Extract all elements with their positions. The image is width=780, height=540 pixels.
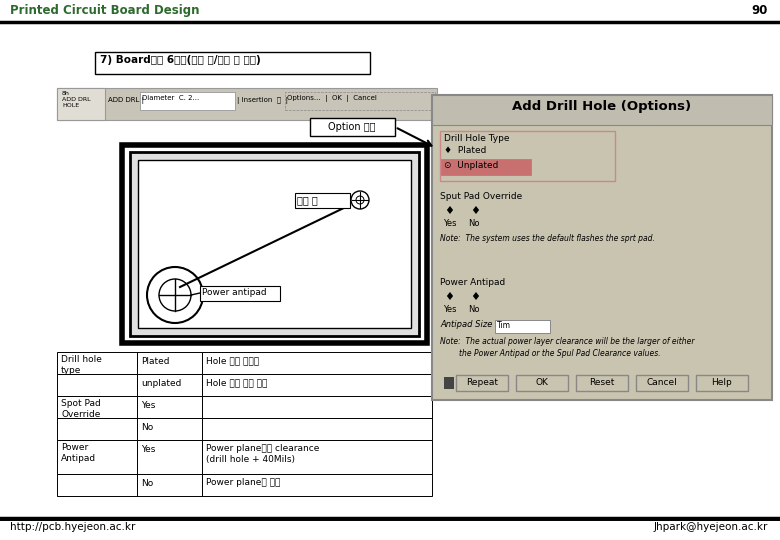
- Bar: [432, 95, 772, 125]
- Text: Add Drill Hole (Options): Add Drill Hole (Options): [512, 100, 692, 113]
- Text: Hole 내벽 도금 안함: Hole 내벽 도금 안함: [206, 378, 268, 387]
- Bar: [200, 286, 280, 301]
- Text: Note:  The actual power layer clearance will be the larger of either
        the: Note: The actual power layer clearance w…: [440, 337, 694, 358]
- Text: ♦: ♦: [444, 292, 454, 302]
- Bar: [137, 474, 202, 496]
- Bar: [202, 352, 432, 374]
- Text: Drill hole
type: Drill hole type: [61, 355, 102, 375]
- Bar: [440, 131, 615, 181]
- Text: Repeat: Repeat: [466, 378, 498, 387]
- Text: Power
Antipad: Power Antipad: [61, 443, 96, 463]
- Bar: [57, 418, 137, 440]
- Bar: [137, 352, 202, 374]
- Text: Options...  |  OK  |  Cancel: Options... | OK | Cancel: [287, 95, 377, 102]
- Circle shape: [351, 191, 369, 209]
- Bar: [137, 440, 202, 474]
- Text: Note:  The system uses the default flashes the sprt pad.: Note: The system uses the default flashe…: [440, 234, 655, 243]
- Text: Antipad Size: Antipad Size: [440, 320, 492, 329]
- Bar: [57, 88, 437, 120]
- Text: Jhpark@hyejeon.ac.kr: Jhpark@hyejeon.ac.kr: [654, 522, 768, 532]
- Text: unplated: unplated: [141, 379, 182, 388]
- Text: Drill Hole Type: Drill Hole Type: [444, 134, 509, 143]
- Text: Yes: Yes: [141, 401, 155, 410]
- Bar: [137, 374, 202, 396]
- Text: Hole 내벽 도금함: Hole 내벽 도금함: [206, 356, 259, 365]
- Bar: [432, 95, 772, 400]
- Bar: [456, 375, 508, 391]
- Circle shape: [147, 267, 203, 323]
- Text: 기구 홀: 기구 홀: [297, 195, 317, 205]
- Text: No: No: [141, 479, 153, 488]
- Bar: [441, 159, 531, 175]
- Bar: [202, 474, 432, 496]
- Text: Cancel: Cancel: [647, 378, 677, 387]
- Text: Sput Pad Override: Sput Pad Override: [440, 192, 523, 201]
- Text: OK: OK: [536, 378, 548, 387]
- Text: 7) Board작성 6단계(기구 홀/고정 홀 추가): 7) Board작성 6단계(기구 홀/고정 홀 추가): [100, 55, 261, 65]
- Text: ♦: ♦: [470, 206, 480, 216]
- Text: 90: 90: [752, 4, 768, 17]
- Text: Power Antipad: Power Antipad: [440, 278, 505, 287]
- Text: Yes: Yes: [443, 305, 456, 314]
- Text: Yes: Yes: [443, 219, 456, 228]
- Text: No: No: [468, 305, 480, 314]
- Bar: [57, 352, 137, 374]
- Bar: [57, 440, 137, 474]
- Bar: [202, 374, 432, 396]
- Bar: [202, 396, 432, 418]
- Text: Diameter  C. 2...: Diameter C. 2...: [142, 95, 199, 101]
- Bar: [202, 440, 432, 474]
- Text: Power plane과의 clearance
(drill hole + 40Mils): Power plane과의 clearance (drill hole + 40…: [206, 444, 319, 464]
- Text: Reset: Reset: [590, 378, 615, 387]
- Bar: [696, 375, 748, 391]
- Text: Plated: Plated: [141, 357, 169, 366]
- Circle shape: [356, 196, 364, 204]
- Text: Spot Pad
Override: Spot Pad Override: [61, 399, 101, 419]
- Bar: [495, 320, 550, 333]
- Text: Yes: Yes: [141, 445, 155, 454]
- Text: http://pcb.hyejeon.ac.kr: http://pcb.hyejeon.ac.kr: [10, 522, 136, 532]
- Bar: [122, 145, 427, 343]
- Text: Help: Help: [711, 378, 732, 387]
- Bar: [57, 474, 137, 496]
- Bar: [0, 518, 780, 540]
- Bar: [57, 88, 105, 120]
- Circle shape: [159, 279, 191, 311]
- Bar: [140, 92, 235, 110]
- Bar: [295, 193, 350, 208]
- Bar: [202, 418, 432, 440]
- Bar: [0, 0, 780, 22]
- Text: ♦  Plated: ♦ Plated: [444, 146, 487, 155]
- Bar: [576, 375, 628, 391]
- Bar: [57, 374, 137, 396]
- Bar: [636, 375, 688, 391]
- Text: No: No: [468, 219, 480, 228]
- Text: Tim: Tim: [497, 321, 511, 330]
- Bar: [137, 418, 202, 440]
- Text: ♦: ♦: [444, 206, 454, 216]
- Text: Option 선택: Option 선택: [328, 122, 376, 132]
- Text: No: No: [141, 423, 153, 432]
- Bar: [310, 118, 395, 136]
- Bar: [137, 396, 202, 418]
- Text: | Insertion  出  |: | Insertion 出 |: [237, 97, 288, 104]
- Text: ♦: ♦: [470, 292, 480, 302]
- Bar: [95, 52, 370, 74]
- Text: 8h
ADD DRL
HOLE: 8h ADD DRL HOLE: [62, 91, 90, 109]
- Bar: [130, 152, 419, 336]
- Bar: [57, 396, 137, 418]
- Bar: [138, 160, 411, 328]
- Bar: [285, 92, 435, 110]
- Text: Power antipad: Power antipad: [202, 288, 267, 297]
- Text: Power plane과 연결: Power plane과 연결: [206, 478, 280, 487]
- Bar: [444, 377, 454, 389]
- Text: ⊙  Unplated: ⊙ Unplated: [444, 161, 498, 170]
- Bar: [516, 375, 568, 391]
- Text: Printed Circuit Board Design: Printed Circuit Board Design: [10, 4, 200, 17]
- Text: ADD DRL |: ADD DRL |: [108, 97, 144, 104]
